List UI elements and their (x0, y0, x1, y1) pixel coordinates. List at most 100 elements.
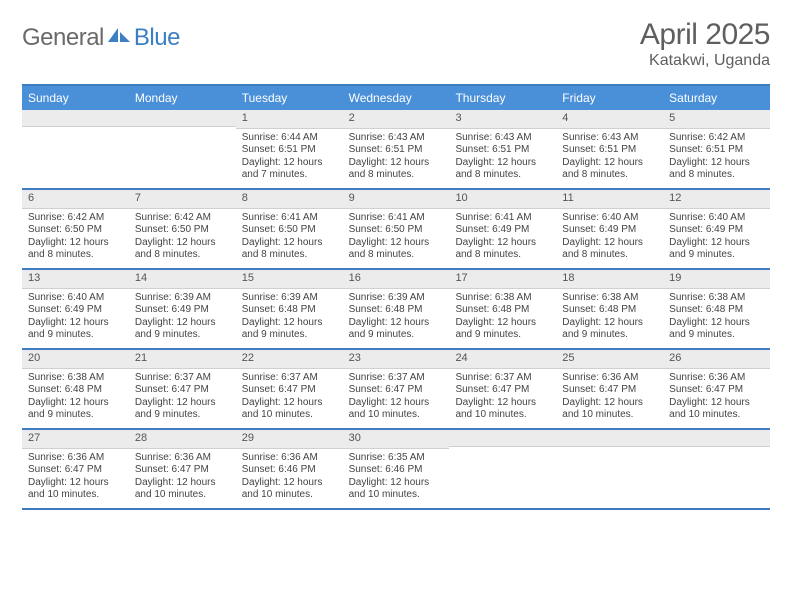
day-body: Sunrise: 6:43 AMSunset: 6:51 PMDaylight:… (556, 129, 663, 188)
daylight-text: Daylight: 12 hours and 9 minutes. (135, 397, 230, 422)
sunrise-text: Sunrise: 6:37 AM (349, 372, 444, 385)
day-body: Sunrise: 6:36 AMSunset: 6:47 PMDaylight:… (556, 369, 663, 428)
day-number: 4 (556, 110, 663, 129)
sunrise-text: Sunrise: 6:38 AM (455, 292, 550, 305)
sunset-text: Sunset: 6:51 PM (455, 144, 550, 157)
sunset-text: Sunset: 6:49 PM (135, 304, 230, 317)
sunset-text: Sunset: 6:48 PM (562, 304, 657, 317)
sunset-text: Sunset: 6:50 PM (349, 224, 444, 237)
day-cell: 8Sunrise: 6:41 AMSunset: 6:50 PMDaylight… (236, 190, 343, 268)
day-number: 20 (22, 350, 129, 369)
sunset-text: Sunset: 6:47 PM (669, 384, 764, 397)
day-number (449, 430, 556, 447)
day-number: 9 (343, 190, 450, 209)
day-body: Sunrise: 6:42 AMSunset: 6:50 PMDaylight:… (22, 209, 129, 268)
sunset-text: Sunset: 6:50 PM (242, 224, 337, 237)
day-body: Sunrise: 6:39 AMSunset: 6:49 PMDaylight:… (129, 289, 236, 348)
day-body: Sunrise: 6:38 AMSunset: 6:48 PMDaylight:… (556, 289, 663, 348)
day-number: 30 (343, 430, 450, 449)
day-cell: 27Sunrise: 6:36 AMSunset: 6:47 PMDayligh… (22, 430, 129, 508)
sunset-text: Sunset: 6:48 PM (455, 304, 550, 317)
day-body: Sunrise: 6:39 AMSunset: 6:48 PMDaylight:… (343, 289, 450, 348)
day-number: 22 (236, 350, 343, 369)
day-body: Sunrise: 6:43 AMSunset: 6:51 PMDaylight:… (343, 129, 450, 188)
weekday-monday: Monday (129, 86, 236, 110)
sunrise-text: Sunrise: 6:43 AM (562, 132, 657, 145)
day-cell: 25Sunrise: 6:36 AMSunset: 6:47 PMDayligh… (556, 350, 663, 428)
day-number: 16 (343, 270, 450, 289)
sunset-text: Sunset: 6:47 PM (349, 384, 444, 397)
logo-text-2: Blue (134, 24, 180, 52)
day-number: 17 (449, 270, 556, 289)
daylight-text: Daylight: 12 hours and 9 minutes. (669, 237, 764, 262)
day-number: 10 (449, 190, 556, 209)
day-cell: 18Sunrise: 6:38 AMSunset: 6:48 PMDayligh… (556, 270, 663, 348)
daylight-text: Daylight: 12 hours and 8 minutes. (135, 237, 230, 262)
sunrise-text: Sunrise: 6:44 AM (242, 132, 337, 145)
day-number: 27 (22, 430, 129, 449)
week-row: 27Sunrise: 6:36 AMSunset: 6:47 PMDayligh… (22, 430, 770, 510)
sunrise-text: Sunrise: 6:42 AM (28, 212, 123, 225)
sunrise-text: Sunrise: 6:42 AM (669, 132, 764, 145)
day-cell: 21Sunrise: 6:37 AMSunset: 6:47 PMDayligh… (129, 350, 236, 428)
weekday-tuesday: Tuesday (236, 86, 343, 110)
sunset-text: Sunset: 6:47 PM (455, 384, 550, 397)
weekday-saturday: Saturday (663, 86, 770, 110)
calendar: Sunday Monday Tuesday Wednesday Thursday… (22, 84, 770, 510)
sunset-text: Sunset: 6:49 PM (28, 304, 123, 317)
sunrise-text: Sunrise: 6:39 AM (135, 292, 230, 305)
sunset-text: Sunset: 6:46 PM (242, 464, 337, 477)
day-number: 2 (343, 110, 450, 129)
day-body (449, 447, 556, 456)
day-number: 8 (236, 190, 343, 209)
weekday-thursday: Thursday (449, 86, 556, 110)
day-cell: 17Sunrise: 6:38 AMSunset: 6:48 PMDayligh… (449, 270, 556, 348)
title-block: April 2025 Katakwi, Uganda (640, 18, 770, 70)
day-body: Sunrise: 6:42 AMSunset: 6:50 PMDaylight:… (129, 209, 236, 268)
week-row: 1Sunrise: 6:44 AMSunset: 6:51 PMDaylight… (22, 110, 770, 190)
day-number: 24 (449, 350, 556, 369)
day-cell: 13Sunrise: 6:40 AMSunset: 6:49 PMDayligh… (22, 270, 129, 348)
day-cell: 14Sunrise: 6:39 AMSunset: 6:49 PMDayligh… (129, 270, 236, 348)
daylight-text: Daylight: 12 hours and 9 minutes. (135, 317, 230, 342)
day-number: 11 (556, 190, 663, 209)
daylight-text: Daylight: 12 hours and 9 minutes. (455, 317, 550, 342)
sunrise-text: Sunrise: 6:36 AM (242, 452, 337, 465)
sunrise-text: Sunrise: 6:41 AM (455, 212, 550, 225)
week-row: 13Sunrise: 6:40 AMSunset: 6:49 PMDayligh… (22, 270, 770, 350)
daylight-text: Daylight: 12 hours and 10 minutes. (28, 477, 123, 502)
week-row: 6Sunrise: 6:42 AMSunset: 6:50 PMDaylight… (22, 190, 770, 270)
day-cell: 12Sunrise: 6:40 AMSunset: 6:49 PMDayligh… (663, 190, 770, 268)
sunset-text: Sunset: 6:49 PM (455, 224, 550, 237)
day-number: 12 (663, 190, 770, 209)
daylight-text: Daylight: 12 hours and 9 minutes. (28, 397, 123, 422)
day-body: Sunrise: 6:41 AMSunset: 6:49 PMDaylight:… (449, 209, 556, 268)
day-number: 28 (129, 430, 236, 449)
daylight-text: Daylight: 12 hours and 8 minutes. (669, 157, 764, 182)
day-cell (449, 430, 556, 508)
location-label: Katakwi, Uganda (640, 52, 770, 70)
daylight-text: Daylight: 12 hours and 10 minutes. (669, 397, 764, 422)
sunset-text: Sunset: 6:47 PM (242, 384, 337, 397)
day-cell: 29Sunrise: 6:36 AMSunset: 6:46 PMDayligh… (236, 430, 343, 508)
day-number: 13 (22, 270, 129, 289)
sunset-text: Sunset: 6:47 PM (28, 464, 123, 477)
day-cell: 16Sunrise: 6:39 AMSunset: 6:48 PMDayligh… (343, 270, 450, 348)
weekday-header-row: Sunday Monday Tuesday Wednesday Thursday… (22, 86, 770, 110)
day-number (663, 430, 770, 447)
daylight-text: Daylight: 12 hours and 10 minutes. (349, 477, 444, 502)
sunset-text: Sunset: 6:47 PM (135, 384, 230, 397)
sunrise-text: Sunrise: 6:40 AM (562, 212, 657, 225)
sunrise-text: Sunrise: 6:37 AM (135, 372, 230, 385)
sunset-text: Sunset: 6:48 PM (242, 304, 337, 317)
day-cell: 30Sunrise: 6:35 AMSunset: 6:46 PMDayligh… (343, 430, 450, 508)
sunrise-text: Sunrise: 6:38 AM (669, 292, 764, 305)
day-cell: 3Sunrise: 6:43 AMSunset: 6:51 PMDaylight… (449, 110, 556, 188)
day-body: Sunrise: 6:40 AMSunset: 6:49 PMDaylight:… (22, 289, 129, 348)
sunset-text: Sunset: 6:50 PM (135, 224, 230, 237)
day-body: Sunrise: 6:38 AMSunset: 6:48 PMDaylight:… (449, 289, 556, 348)
daylight-text: Daylight: 12 hours and 9 minutes. (669, 317, 764, 342)
daylight-text: Daylight: 12 hours and 9 minutes. (562, 317, 657, 342)
week-row: 20Sunrise: 6:38 AMSunset: 6:48 PMDayligh… (22, 350, 770, 430)
day-body: Sunrise: 6:37 AMSunset: 6:47 PMDaylight:… (449, 369, 556, 428)
